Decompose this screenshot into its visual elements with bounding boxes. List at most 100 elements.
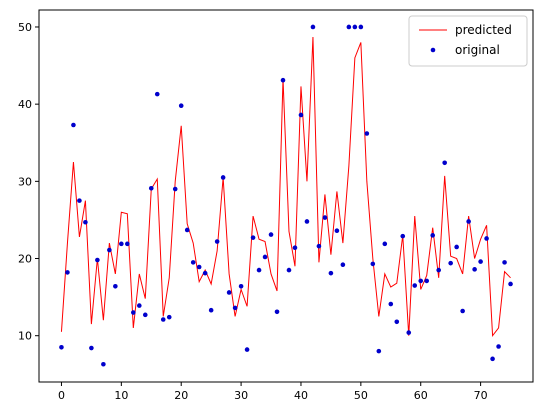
data-point bbox=[238, 284, 244, 289]
y-tick-label: 50 bbox=[18, 21, 32, 34]
data-point bbox=[364, 131, 370, 136]
data-point bbox=[382, 241, 388, 247]
data-point bbox=[484, 236, 489, 241]
data-point bbox=[478, 259, 483, 264]
data-point bbox=[454, 244, 459, 250]
data-point bbox=[101, 361, 106, 367]
data-point bbox=[496, 344, 501, 349]
data-point bbox=[388, 301, 394, 307]
data-point bbox=[220, 175, 226, 180]
data-point bbox=[442, 160, 447, 166]
data-point bbox=[508, 281, 513, 287]
data-point bbox=[250, 235, 256, 240]
data-point bbox=[113, 284, 118, 289]
data-point bbox=[430, 233, 436, 238]
legend-box bbox=[408, 15, 528, 67]
axes-frame bbox=[38, 9, 534, 383]
data-point bbox=[310, 24, 316, 30]
data-point bbox=[262, 254, 268, 260]
data-point bbox=[77, 198, 82, 203]
series-line-predicted bbox=[60, 36, 511, 338]
data-point bbox=[244, 347, 250, 352]
data-point bbox=[83, 219, 88, 225]
x-tick-label: 20 bbox=[174, 389, 188, 402]
data-point bbox=[424, 278, 430, 284]
x-tick-label: 0 bbox=[58, 389, 65, 402]
data-point bbox=[274, 309, 280, 315]
data-point bbox=[125, 241, 130, 247]
x-tick-label: 50 bbox=[354, 389, 368, 402]
data-point bbox=[214, 239, 220, 244]
data-point bbox=[472, 267, 477, 272]
series-points-original bbox=[59, 24, 513, 367]
data-point bbox=[460, 308, 465, 314]
data-point bbox=[107, 247, 112, 253]
data-point bbox=[208, 307, 214, 313]
data-point bbox=[334, 228, 340, 234]
data-point bbox=[172, 186, 178, 192]
data-point bbox=[328, 270, 334, 276]
data-point bbox=[418, 278, 424, 284]
data-point bbox=[89, 345, 94, 351]
data-point bbox=[202, 270, 208, 276]
x-tick-label: 30 bbox=[234, 389, 248, 402]
data-point bbox=[59, 344, 64, 350]
y-tick-label: 40 bbox=[18, 98, 32, 111]
data-point bbox=[502, 260, 507, 265]
legend: predicted original bbox=[408, 15, 528, 67]
data-point bbox=[394, 319, 400, 325]
data-point bbox=[304, 219, 310, 224]
data-point bbox=[131, 310, 136, 315]
data-point bbox=[178, 103, 184, 108]
data-point bbox=[196, 264, 202, 270]
data-point bbox=[95, 257, 100, 263]
plot-layer bbox=[59, 24, 513, 367]
x-tick-label: 60 bbox=[414, 389, 428, 402]
data-point bbox=[370, 261, 376, 267]
data-point bbox=[154, 91, 160, 97]
legend-label: original bbox=[455, 43, 500, 57]
data-point bbox=[400, 233, 406, 239]
data-point bbox=[412, 283, 418, 288]
data-point bbox=[160, 317, 166, 322]
data-point bbox=[71, 122, 76, 128]
legend-label: predicted bbox=[455, 23, 512, 37]
data-point bbox=[148, 185, 154, 191]
data-point bbox=[340, 262, 346, 267]
x-tick-label: 10 bbox=[114, 389, 128, 402]
x-tick-label: 40 bbox=[294, 389, 308, 402]
data-point bbox=[226, 290, 232, 295]
data-point bbox=[142, 312, 148, 318]
data-point bbox=[466, 219, 471, 224]
data-point bbox=[286, 267, 292, 273]
data-point bbox=[166, 314, 172, 320]
data-point bbox=[358, 24, 364, 30]
data-point bbox=[137, 303, 142, 308]
data-point bbox=[376, 348, 382, 354]
data-point bbox=[352, 24, 358, 30]
data-point bbox=[406, 330, 412, 335]
data-point bbox=[346, 24, 352, 30]
y-tick-label: 30 bbox=[18, 175, 32, 188]
data-point bbox=[280, 77, 286, 83]
data-point bbox=[232, 305, 238, 311]
data-point bbox=[256, 267, 262, 273]
data-point bbox=[298, 112, 304, 118]
data-point bbox=[448, 260, 453, 266]
data-point bbox=[268, 232, 274, 237]
ticks-layer: 0 10 20 30 40 50 60 70 10 20 30 40 50 bbox=[18, 21, 488, 402]
data-point bbox=[292, 245, 298, 251]
x-tick-label: 70 bbox=[474, 389, 488, 402]
y-tick-label: 20 bbox=[18, 253, 32, 266]
data-point bbox=[490, 356, 495, 362]
data-point bbox=[119, 241, 124, 247]
data-point bbox=[322, 215, 328, 220]
data-point bbox=[65, 270, 70, 275]
data-point bbox=[190, 260, 196, 265]
data-point bbox=[316, 243, 322, 249]
legend-point-swatch bbox=[430, 47, 436, 53]
y-tick-label: 10 bbox=[18, 330, 32, 343]
data-point bbox=[436, 267, 441, 273]
data-point bbox=[184, 227, 190, 233]
